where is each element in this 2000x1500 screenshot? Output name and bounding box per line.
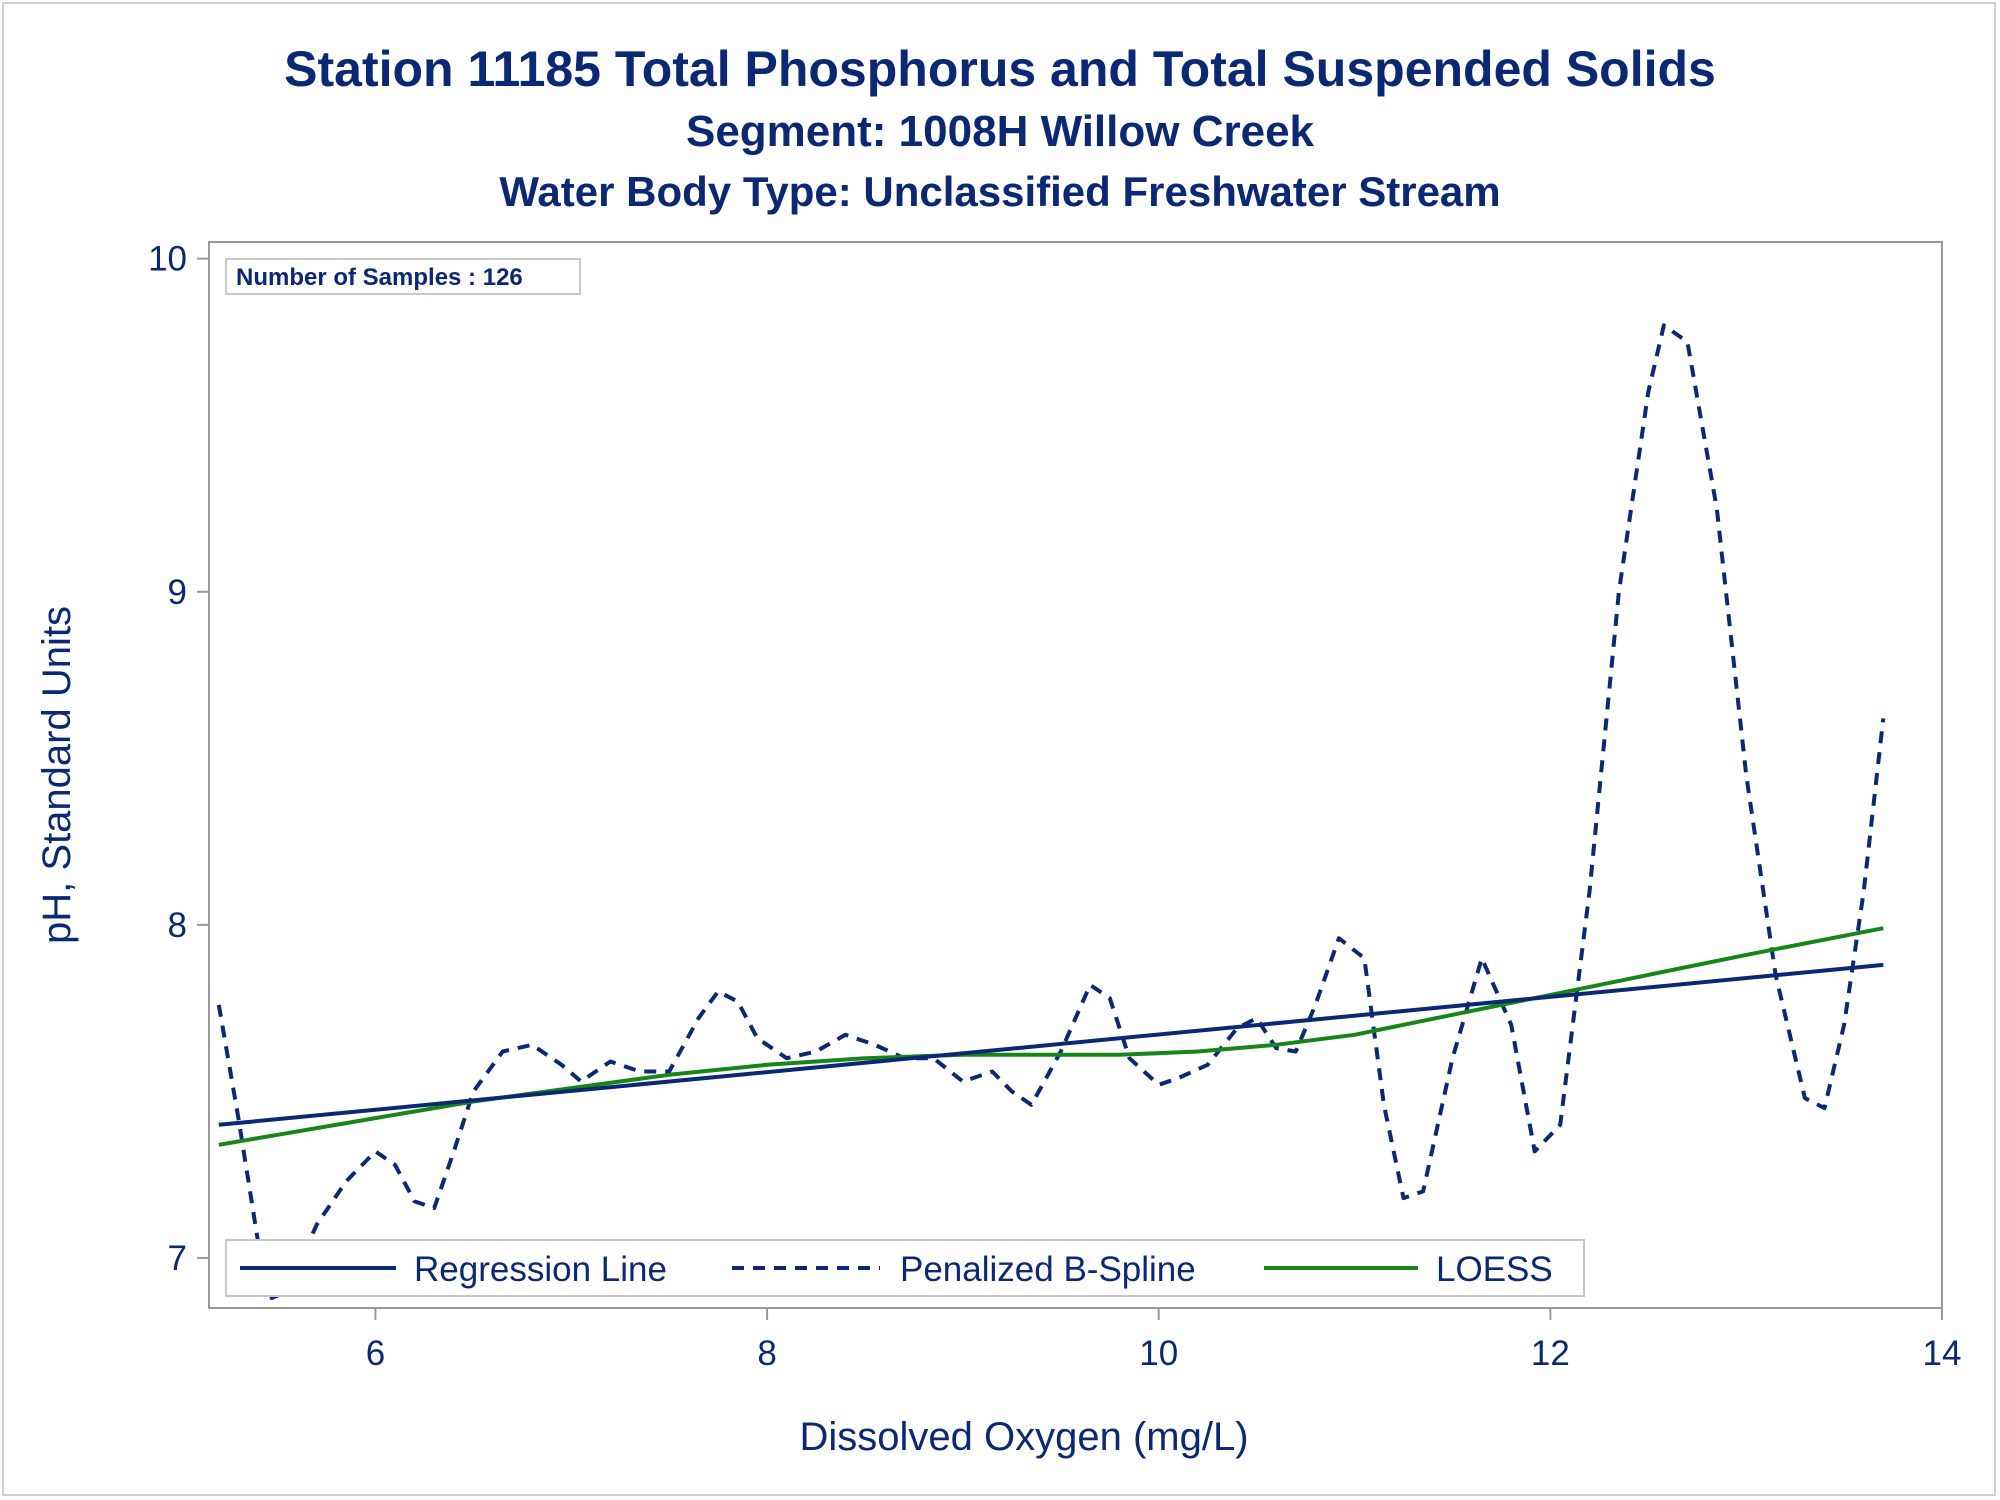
x-axis-label: Dissolved Oxygen (mg/L) — [799, 1415, 1248, 1459]
chart-title: Station 11185 Total Phosphorus and Total… — [284, 41, 1716, 97]
legend-label-spline: Penalized B-Spline — [900, 1250, 1196, 1289]
legend-label-loess: LOESS — [1436, 1250, 1553, 1289]
chart-subtitle-segment: Segment: 1008H Willow Creek — [685, 107, 1315, 156]
samples-inset-box — [225, 258, 581, 295]
samples-count-label: Number of Samples : 126 — [236, 264, 523, 291]
axes: 6 8 10 12 14 7 8 9 10 — [148, 240, 1961, 1373]
legend: Regression Line Penalized B-Spline LOESS — [225, 1239, 1585, 1297]
y-tick-label-2: 9 — [168, 573, 187, 612]
loess-line — [218, 926, 1884, 1147]
x-tick-label-3: 12 — [1531, 1334, 1570, 1373]
spline-line — [216, 323, 1886, 1300]
x-tick-label-0: 6 — [366, 1334, 385, 1373]
x-tick-label-4: 14 — [1923, 1334, 1962, 1373]
y-tick-label-0: 7 — [168, 1239, 187, 1278]
series-layer — [216, 323, 1886, 1300]
legend-label-regression: Regression Line — [414, 1250, 667, 1289]
x-tick-label-2: 10 — [1139, 1334, 1178, 1373]
x-tick-label-1: 8 — [757, 1334, 776, 1373]
samples-inset: Number of Samples : 126 — [225, 258, 581, 295]
y-tick-label-1: 8 — [168, 906, 187, 945]
plot-area — [208, 241, 1943, 1309]
y-tick-label-3: 10 — [148, 240, 187, 279]
chart-subtitle-waterbody: Water Body Type: Unclassified Freshwater… — [499, 168, 1501, 215]
y-axis-label: pH, Standard Units — [35, 606, 79, 944]
regression-line — [218, 962, 1884, 1127]
